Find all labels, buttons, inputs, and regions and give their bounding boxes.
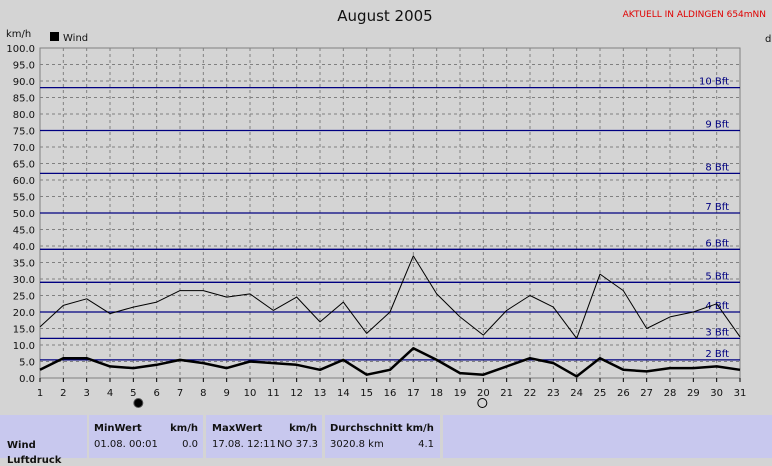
y-tick-label: 25.0: [13, 292, 35, 303]
x-tick-label: 29: [687, 388, 700, 399]
x-tick-label: 28: [664, 388, 677, 399]
y-tick-label: 50.0: [13, 209, 35, 220]
x-tick-label: 8: [200, 388, 206, 399]
y-tick-label: 35.0: [13, 259, 35, 270]
avg-header: Durchschnitt km/h: [330, 423, 434, 434]
min-date: 01.08.: [94, 439, 126, 450]
stats-avg-panel: Durchschnitt km/h 3020.8 km 4.1: [325, 415, 440, 458]
y-tick-label: 85.0: [13, 94, 35, 105]
x-tick-label: 22: [524, 388, 537, 399]
y-tick-label: 10.0: [13, 341, 35, 352]
y-tick-label: 40.0: [13, 242, 35, 253]
y-tick-label: 80.0: [13, 110, 35, 121]
y-tick-label: 15.0: [13, 325, 35, 336]
new-moon-icon: [133, 398, 144, 408]
y-tick-label: 100.0: [6, 44, 35, 55]
x-tick-label: 7: [177, 388, 183, 399]
y-unit-label: km/h: [6, 29, 31, 40]
y-tick-label: 55.0: [13, 193, 35, 204]
x-tick-label: 16: [384, 388, 397, 399]
x-tick-label: 30: [710, 388, 723, 399]
legend-label-wind: Wind: [63, 33, 88, 44]
series-line-gust: [39, 255, 741, 339]
y-tick-label: 95.0: [13, 61, 35, 72]
x-tick-label: 18: [430, 388, 443, 399]
stats-row-label: Wind: [7, 440, 36, 451]
avg-distance: 3020.8 km: [330, 439, 384, 450]
y-tick-label: 60.0: [13, 176, 35, 187]
x-tick-label: 21: [500, 388, 513, 399]
x-tick-label: 1: [37, 388, 43, 399]
x-tick-label: 6: [153, 388, 159, 399]
beaufort-label: 8 Bft: [705, 162, 729, 173]
x-tick-label: 11: [267, 388, 280, 399]
min-time: 00:01: [129, 439, 158, 450]
y-unit-right-label: d: [765, 34, 771, 45]
brand-label: AKTUELL IN ALDINGEN 654mNN: [623, 10, 766, 20]
x-tick-label: 15: [360, 388, 373, 399]
y-tick-label: 70.0: [13, 143, 35, 154]
y-tick-label: 90.0: [13, 77, 35, 88]
wind-chart: August 2005 AKTUELL IN ALDINGEN 654mNN k…: [6, 7, 771, 408]
max-value: 37.3: [295, 439, 318, 450]
x-tick-label: 5: [130, 388, 136, 399]
x-tick-label: 27: [640, 388, 653, 399]
stats-empty-panel: [443, 415, 772, 458]
x-tick-label: 20: [477, 388, 490, 399]
x-tick-label: 31: [734, 388, 747, 399]
x-tick-label: 13: [314, 388, 327, 399]
beaufort-label: 7 Bft: [705, 202, 729, 213]
avg-value: 4.1: [418, 439, 434, 450]
stats-row-label-next: Luftdruck: [7, 455, 62, 466]
y-tick-label: 75.0: [13, 127, 35, 138]
x-tick-label: 3: [83, 388, 89, 399]
min-unit: km/h: [170, 423, 198, 434]
stats-max-panel: MaxWert km/h 17.08. 12:11 NO 37.3: [206, 415, 322, 458]
y-tick-label: 65.0: [13, 160, 35, 171]
x-tick-label: 10: [244, 388, 257, 399]
x-tick-label: 24: [570, 388, 583, 399]
x-tick-label: 12: [290, 388, 303, 399]
min-value: 0.0: [182, 439, 198, 450]
beaufort-label: 6 Bft: [705, 238, 729, 249]
y-tick-label: 45.0: [13, 226, 35, 237]
max-datetime: 17.08. 12:11: [212, 439, 276, 450]
x-tick-label: 9: [223, 388, 229, 399]
x-tick-label: 17: [407, 388, 420, 399]
full-moon-icon: [477, 398, 488, 408]
x-tick-label: 26: [617, 388, 630, 399]
beaufort-label: 10 Bft: [699, 77, 729, 88]
beaufort-label: 5 Bft: [705, 271, 729, 282]
stats-label-panel: Wind Luftdruck: [0, 415, 87, 466]
beaufort-label: 4 Bft: [705, 301, 729, 312]
x-tick-label: 4: [107, 388, 113, 399]
y-tick-label: 30.0: [13, 275, 35, 286]
stats-min-panel: MinWert km/h 01.08. 00:01 0.0: [89, 415, 203, 458]
min-header: MinWert: [94, 423, 142, 434]
beaufort-label: 3 Bft: [705, 327, 729, 338]
max-direction: NO: [277, 439, 293, 450]
beaufort-label: 2 Bft: [705, 349, 729, 360]
x-tick-label: 25: [594, 388, 607, 399]
stats-table: Wind Luftdruck MinWert km/h 01.08. 00:01…: [0, 413, 772, 466]
x-tick-label: 2: [60, 388, 66, 399]
x-tick-label: 19: [454, 388, 467, 399]
y-tick-label: 5.0: [19, 358, 35, 369]
max-unit: km/h: [289, 423, 317, 434]
x-tick-label: 14: [337, 388, 350, 399]
y-tick-label: 0.0: [19, 374, 35, 385]
y-tick-label: 20.0: [13, 308, 35, 319]
beaufort-label: 9 Bft: [705, 120, 729, 131]
max-header: MaxWert: [212, 423, 263, 434]
chart-title: August 2005: [337, 7, 432, 25]
series-line-wind: [39, 347, 741, 378]
legend-swatch: [50, 32, 59, 41]
x-tick-label: 23: [547, 388, 560, 399]
